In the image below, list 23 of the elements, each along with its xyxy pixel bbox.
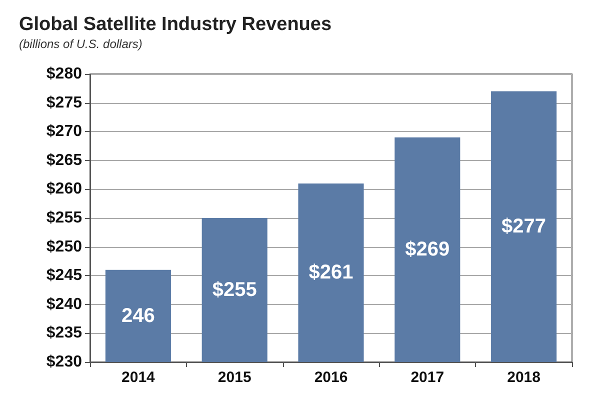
- y-tick-label: $235: [46, 324, 82, 342]
- chart-title: Global Satellite Industry Revenues: [19, 14, 332, 35]
- data-label: $255: [212, 279, 257, 301]
- data-label: $269: [405, 238, 450, 261]
- x-tick-label: 2016: [314, 369, 348, 386]
- y-tick-label: $230: [46, 354, 82, 370]
- chart-subtitle: (billions of U.S. dollars): [19, 37, 142, 51]
- data-label: $277: [502, 216, 546, 238]
- y-tick-label: $280: [46, 66, 82, 82]
- y-tick-label: $240: [46, 296, 82, 313]
- y-tick-label: $250: [46, 238, 82, 256]
- y-tick-label: $245: [46, 267, 82, 284]
- y-tick-label: $265: [46, 152, 82, 169]
- x-tick-label: 2017: [410, 369, 444, 386]
- y-tick-label: $260: [46, 180, 82, 198]
- y-tick-label: $270: [46, 123, 82, 140]
- data-label: $261: [308, 262, 354, 284]
- x-tick-label: 2018: [507, 369, 540, 386]
- x-tick-label: 2015: [218, 369, 252, 386]
- y-tick-label: $275: [46, 94, 82, 112]
- data-label: 246: [122, 304, 155, 327]
- x-tick-label: 2014: [122, 369, 156, 386]
- y-tick-label: $255: [46, 210, 82, 226]
